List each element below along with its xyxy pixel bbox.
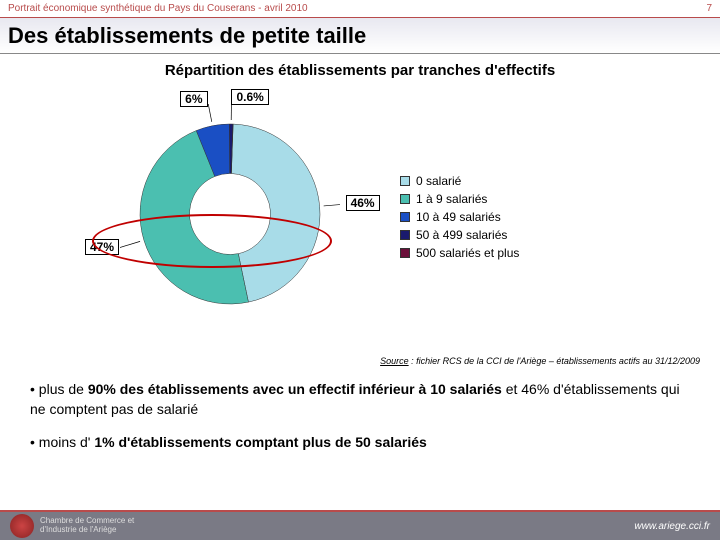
bullet-item: • moins d' 1% d'établissements comptant … <box>30 433 690 453</box>
legend-label: 1 à 9 salariés <box>416 192 487 206</box>
legend-row: 500 salariés et plus <box>400 246 519 260</box>
legend-swatch <box>400 176 410 186</box>
header-bar: Portrait économique synthétique du Pays … <box>0 0 720 18</box>
chart-area: Répartition des établissements par tranc… <box>0 54 720 354</box>
page-number: 7 <box>706 3 712 14</box>
chart-legend: 0 salarié 1 à 9 salariés 10 à 49 salariés 5… <box>400 174 519 264</box>
source-line: Source : fichier RCS de la CCI de l'Ariè… <box>0 356 720 366</box>
source-label: Source : fichier RCS de la CCI de l'Ariè… <box>380 356 700 366</box>
page-title: Des établissements de petite taille <box>8 23 366 49</box>
highlight-ellipse <box>92 214 332 268</box>
donut-slice <box>231 124 320 302</box>
bullet-item: • plus de 90% des établissements avec un… <box>30 380 690 419</box>
legend-swatch <box>400 248 410 258</box>
footer-bar: Chambre de Commerce et d'Industrie de l'… <box>0 510 720 540</box>
legend-swatch <box>400 212 410 222</box>
title-band: Des établissements de petite taille <box>0 18 720 54</box>
legend-row: 0 salarié <box>400 174 519 188</box>
legend-swatch <box>400 230 410 240</box>
doc-title: Portrait économique synthétique du Pays … <box>8 3 308 14</box>
slide: Portrait économique synthétique du Pays … <box>0 0 720 540</box>
slice-label: 0.6% <box>231 89 268 105</box>
bullet-list: • plus de 90% des établissements avec un… <box>0 366 720 453</box>
footer-url: www.ariege.cci.fr <box>634 521 710 532</box>
legend-swatch <box>400 194 410 204</box>
legend-label: 50 à 499 salariés <box>416 228 507 242</box>
chart-title: Répartition des établissements par tranc… <box>0 54 720 79</box>
legend-label: 0 salarié <box>416 174 461 188</box>
legend-row: 50 à 499 salariés <box>400 228 519 242</box>
footer-org2: d'Industrie de l'Ariège <box>40 526 134 535</box>
legend-row: 1 à 9 salariés <box>400 192 519 206</box>
legend-label: 500 salariés et plus <box>416 246 519 260</box>
legend-label: 10 à 49 salariés <box>416 210 501 224</box>
legend-row: 10 à 49 salariés <box>400 210 519 224</box>
slice-label: 46% <box>346 195 380 211</box>
footer-left: Chambre de Commerce et d'Industrie de l'… <box>10 514 134 538</box>
slice-label: 6% <box>180 91 207 107</box>
cci-logo-icon <box>10 514 34 538</box>
